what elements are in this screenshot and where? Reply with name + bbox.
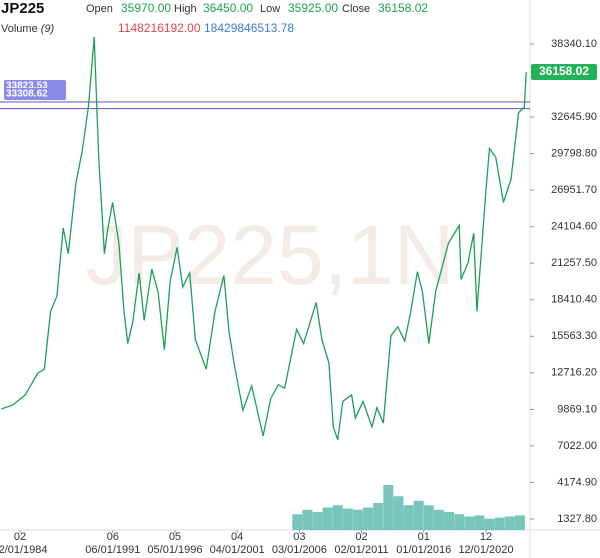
ohlc-value: 35970.00	[121, 1, 171, 15]
ohlc-label: Open	[86, 3, 113, 15]
volume-label: Volume	[1, 23, 38, 35]
volume-bar	[312, 512, 323, 530]
volume-value: 1148216192.00	[118, 21, 201, 35]
x-tick-month: 06	[107, 531, 119, 543]
volume-bar	[393, 496, 404, 530]
x-tick-month: 04	[231, 531, 243, 543]
price-line	[1, 36, 527, 441]
x-tick-label: 05/01/1996	[147, 544, 202, 556]
x-tick-month: 03	[293, 531, 305, 543]
ohlc-label: Low	[260, 3, 280, 15]
y-tick-label: 29798.80	[551, 148, 597, 160]
y-tick-label: 4174.90	[557, 476, 597, 488]
y-tick-label: 9869.10	[557, 403, 597, 415]
volume-bar	[352, 509, 363, 530]
volume-bar	[423, 505, 434, 530]
level-label: 33308.62	[6, 89, 48, 100]
x-tick-month: 01	[418, 531, 430, 543]
ohlc-value: 36158.02	[378, 1, 428, 15]
level-label: 33823.53	[6, 81, 48, 92]
volume-bar	[342, 508, 353, 530]
volume-bar	[474, 515, 485, 530]
x-tick-label: 02/01/1984	[0, 544, 48, 556]
volume-bar	[464, 516, 475, 530]
ohlc-label: Close	[342, 3, 370, 15]
last-price-label: 36158.02	[539, 64, 589, 78]
x-tick-month: 05	[169, 531, 181, 543]
y-tick-label: 15563.30	[551, 330, 597, 342]
volume-bar	[383, 485, 394, 530]
y-tick-label: 21257.50	[551, 257, 597, 269]
symbol: JP225	[1, 0, 44, 17]
volume-value: 18429846513.78	[204, 21, 294, 35]
volume-title: Volume (9)	[1, 23, 55, 35]
y-tick-label: 12716.20	[551, 367, 597, 379]
volume-bar	[494, 517, 505, 530]
volume-bar	[444, 512, 455, 530]
watermark: JP225,1N	[86, 208, 455, 302]
ohlc-value: 36450.00	[203, 1, 253, 15]
volume-bar	[332, 505, 343, 530]
ohlc-value: 35925.00	[288, 1, 338, 15]
x-tick-label: 06/01/1991	[85, 544, 140, 556]
volume-bar	[504, 516, 515, 530]
volume-bar	[403, 505, 414, 530]
x-tick-label: 03/01/2006	[272, 544, 327, 556]
volume-bar	[302, 509, 313, 530]
x-tick-label: 02/01/2011	[334, 544, 388, 556]
y-tick-label: 7022.00	[557, 440, 597, 452]
volume-bar	[322, 507, 333, 530]
y-tick-label: 26951.70	[551, 184, 597, 196]
y-tick-label: 32645.90	[551, 111, 597, 123]
volume-bar	[292, 514, 303, 530]
volume-bar	[373, 503, 384, 530]
x-tick-label: 04/01/2001	[210, 544, 265, 556]
x-tick-month: 02	[14, 531, 26, 543]
volume-bar	[413, 500, 424, 530]
y-tick-label: 24104.60	[551, 221, 597, 233]
volume-param: (9)	[41, 23, 55, 35]
y-tick-label: 18410.40	[551, 294, 597, 306]
x-tick-month: 02	[355, 531, 367, 543]
x-tick-month: 12	[480, 531, 492, 543]
x-tick-label: 12/01/2020	[458, 544, 513, 556]
volume-bar	[514, 515, 525, 530]
volume-bar	[454, 514, 465, 530]
ohlc-label: High	[174, 3, 197, 15]
y-tick-label: 1327.80	[557, 513, 597, 525]
level-tag	[4, 88, 66, 100]
x-tick-label: 01/01/2016	[396, 544, 451, 556]
volume-bar	[484, 518, 495, 530]
volume-bar	[433, 509, 444, 530]
last-price-tag	[531, 63, 597, 80]
volume-bar	[363, 507, 374, 530]
y-tick-label: 38340.10	[551, 38, 597, 50]
